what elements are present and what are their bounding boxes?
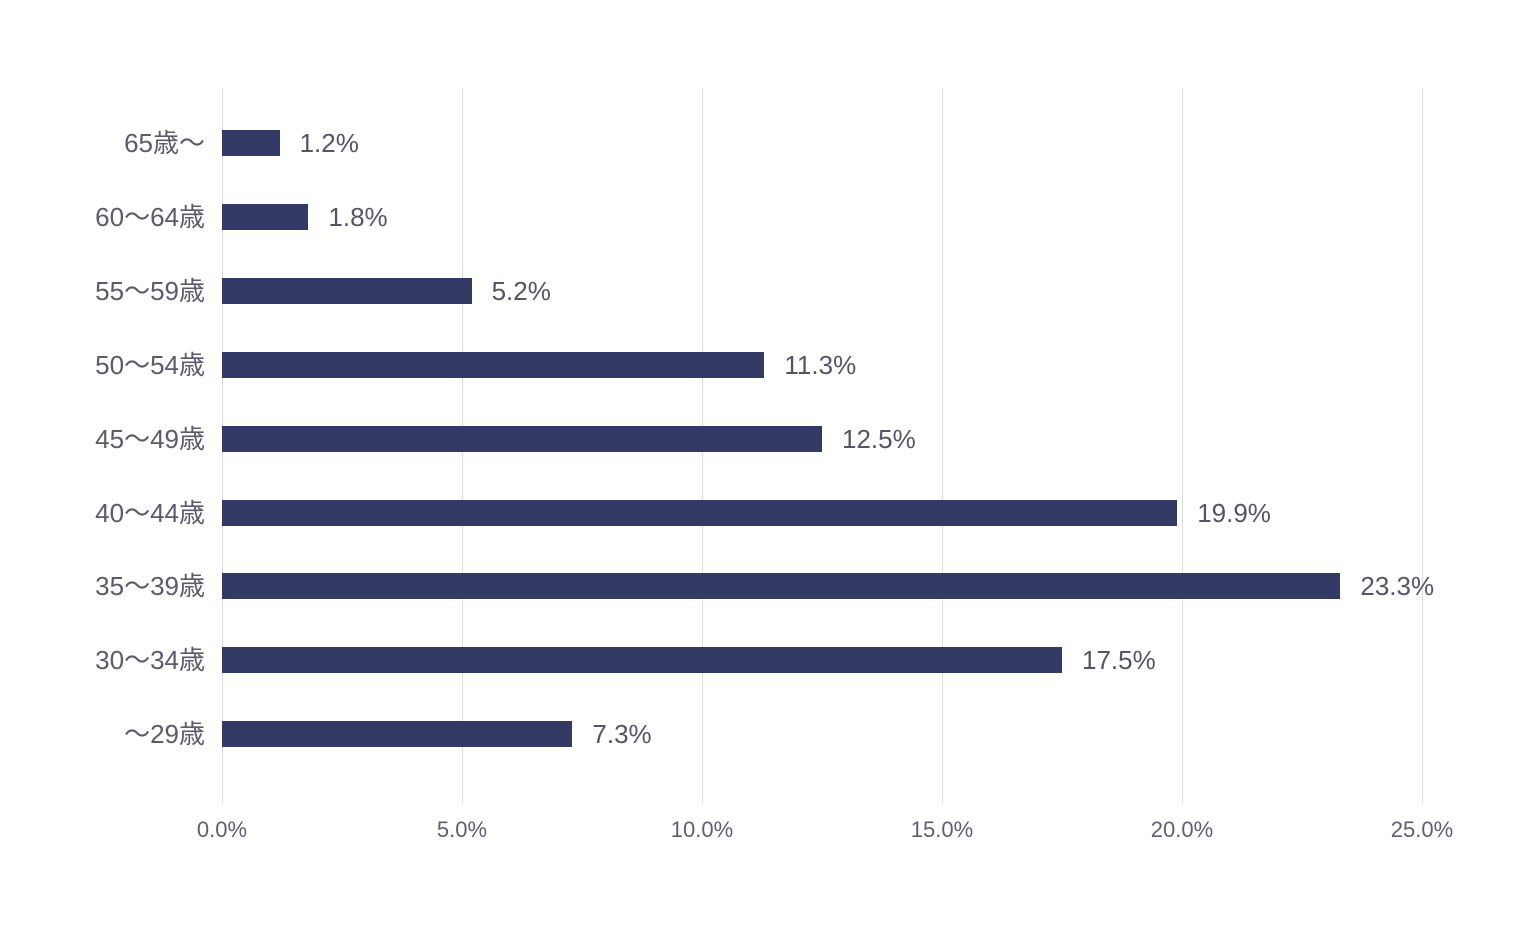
value-label: 12.5% xyxy=(842,423,916,454)
value-label: 17.5% xyxy=(1082,645,1156,676)
value-label: 7.3% xyxy=(592,719,652,750)
category-label: 60〜64歳 xyxy=(95,201,205,232)
x-tick-label: 0.0% xyxy=(196,817,248,842)
plot-area: 65歳〜 1.2% 60〜64歳 1.8% 55〜59歳 5.2% 50〜54歳 11.3% 4… xyxy=(95,88,1434,803)
x-tick-label: 20.0% xyxy=(1150,817,1214,842)
category-label: 35〜39歳 xyxy=(95,571,205,602)
category-label: 45〜49歳 xyxy=(95,423,205,454)
x-tick-label: 15.0% xyxy=(910,817,974,842)
value-label: 1.2% xyxy=(299,128,359,158)
bar[interactable] xyxy=(222,425,822,452)
bar[interactable] xyxy=(222,351,765,378)
gridline xyxy=(1182,88,1183,803)
value-label: 19.9% xyxy=(1197,497,1271,528)
bar[interactable] xyxy=(222,277,472,304)
value-label: 1.8% xyxy=(328,201,388,232)
category-label: 30〜34歳 xyxy=(95,645,205,676)
bar[interactable] xyxy=(222,647,1062,674)
value-label: 5.2% xyxy=(491,275,551,306)
bar[interactable] xyxy=(222,203,309,230)
gridline xyxy=(942,88,943,803)
bar[interactable] xyxy=(222,499,1178,526)
category-label: 〜29歳 xyxy=(124,719,205,750)
bar[interactable] xyxy=(222,573,1341,600)
x-tick-label: 10.0% xyxy=(670,817,734,842)
value-label: 11.3% xyxy=(784,349,857,380)
gridline xyxy=(1422,88,1423,803)
category-label: 40〜44歳 xyxy=(95,497,205,528)
x-tick-label: 25.0% xyxy=(1390,817,1454,842)
x-tick-label: 5.0% xyxy=(436,817,488,842)
bar[interactable] xyxy=(222,721,573,748)
category-label: 50〜54歳 xyxy=(95,349,205,380)
bar[interactable] xyxy=(222,130,280,156)
value-label: 23.3% xyxy=(1360,571,1435,602)
category-label: 65歳〜 xyxy=(124,128,205,158)
category-label: 55〜59歳 xyxy=(95,275,205,306)
